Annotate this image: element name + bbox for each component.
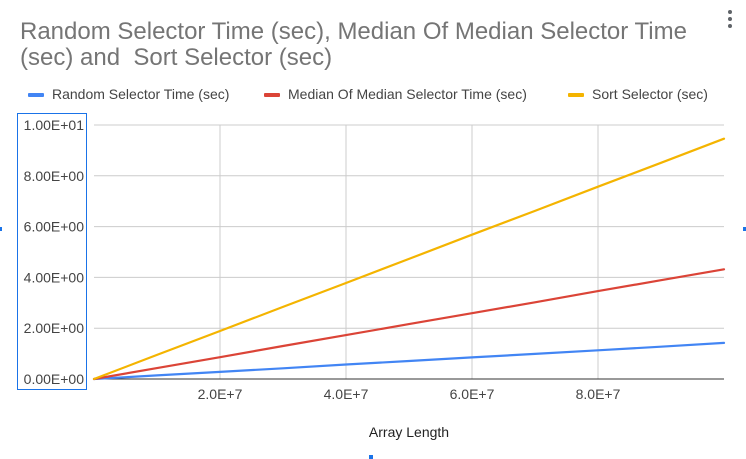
more-options-icon[interactable] xyxy=(726,10,734,34)
x-tick-label: 2.0E+7 xyxy=(198,386,243,402)
legend-label-sort-selector: Sort Selector (sec) xyxy=(592,86,708,102)
chart-legend: Random Selector Time (sec) Median Of Med… xyxy=(0,84,746,106)
series-line-2 xyxy=(92,137,726,381)
y-tick-label: 4.00E+00 xyxy=(24,269,85,285)
selection-handle-bottom[interactable] xyxy=(369,455,373,459)
y-tick-label: 8.00E+00 xyxy=(24,168,85,184)
y-axis-tick-labels[interactable]: 0.00E+00 2.00E+00 4.00E+00 6.00E+00 8.00E+00… xyxy=(24,117,85,387)
series-line-0 xyxy=(92,341,726,381)
x-tick-label: 4.0E+7 xyxy=(324,386,369,402)
selection-handle-right[interactable] xyxy=(743,227,746,231)
chart-title-line-2: (sec) and Sort Selector (sec) xyxy=(20,44,333,71)
grid-lines xyxy=(94,124,724,379)
x-tick-label: 6.0E+7 xyxy=(450,386,495,402)
legend-label-random-selector: Random Selector Time (sec) xyxy=(52,86,230,102)
y-tick-label: 2.00E+00 xyxy=(24,320,85,336)
legend-label-median-of-median-selector: Median Of Median Selector Time (sec) xyxy=(288,86,527,102)
series-line-1 xyxy=(92,268,726,381)
y-tick-label: 6.00E+00 xyxy=(24,219,85,235)
y-tick-label: 0.00E+00 xyxy=(24,371,85,387)
y-axis-selection-box[interactable] xyxy=(17,113,87,390)
y-tick-label: 1.00E+01 xyxy=(24,117,85,133)
x-axis-tick-labels: 2.0E+7 4.0E+7 6.0E+7 8.0E+7 xyxy=(198,386,621,402)
legend-swatch-sort-selector xyxy=(568,93,584,97)
x-tick-label: 8.0E+7 xyxy=(576,386,621,402)
chart-title-line-1: Random Selector Time (sec), Median Of Me… xyxy=(20,18,687,45)
legend-swatch-median-of-median-selector xyxy=(264,93,280,97)
series-lines xyxy=(92,137,726,381)
selection-handle-left[interactable] xyxy=(0,227,2,231)
legend-swatch-random-selector xyxy=(28,93,44,97)
x-axis-label: Array Length xyxy=(369,424,449,440)
